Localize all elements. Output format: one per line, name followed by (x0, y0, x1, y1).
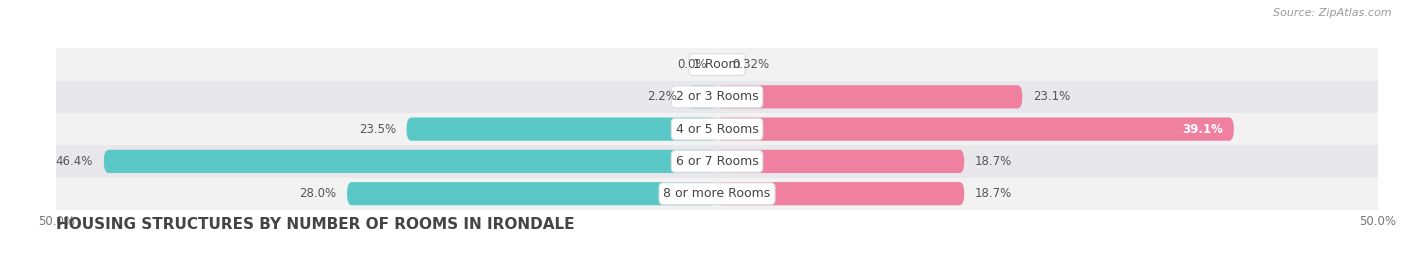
Text: 0.32%: 0.32% (733, 58, 769, 71)
Text: Source: ZipAtlas.com: Source: ZipAtlas.com (1274, 8, 1392, 18)
Text: HOUSING STRUCTURES BY NUMBER OF ROOMS IN IRONDALE: HOUSING STRUCTURES BY NUMBER OF ROOMS IN… (56, 217, 575, 232)
FancyBboxPatch shape (406, 118, 717, 141)
FancyBboxPatch shape (104, 150, 717, 173)
FancyBboxPatch shape (717, 118, 1234, 141)
FancyBboxPatch shape (56, 145, 1378, 178)
FancyBboxPatch shape (717, 182, 965, 205)
Text: 18.7%: 18.7% (974, 187, 1012, 200)
Text: 4 or 5 Rooms: 4 or 5 Rooms (676, 123, 758, 136)
FancyBboxPatch shape (717, 53, 721, 76)
Text: 1 Room: 1 Room (693, 58, 741, 71)
Text: 46.4%: 46.4% (56, 155, 93, 168)
FancyBboxPatch shape (56, 113, 1378, 145)
FancyBboxPatch shape (347, 182, 717, 205)
Text: 23.5%: 23.5% (359, 123, 396, 136)
FancyBboxPatch shape (717, 85, 1022, 108)
FancyBboxPatch shape (56, 48, 1378, 81)
Text: 28.0%: 28.0% (299, 187, 336, 200)
FancyBboxPatch shape (717, 150, 965, 173)
FancyBboxPatch shape (56, 81, 1378, 113)
Text: 2 or 3 Rooms: 2 or 3 Rooms (676, 90, 758, 103)
Text: 39.1%: 39.1% (1182, 123, 1223, 136)
Text: 18.7%: 18.7% (974, 155, 1012, 168)
Text: 8 or more Rooms: 8 or more Rooms (664, 187, 770, 200)
FancyBboxPatch shape (56, 178, 1378, 210)
Text: 2.2%: 2.2% (648, 90, 678, 103)
Text: 0.0%: 0.0% (676, 58, 706, 71)
Text: 6 or 7 Rooms: 6 or 7 Rooms (676, 155, 758, 168)
FancyBboxPatch shape (688, 85, 717, 108)
Text: 23.1%: 23.1% (1033, 90, 1070, 103)
